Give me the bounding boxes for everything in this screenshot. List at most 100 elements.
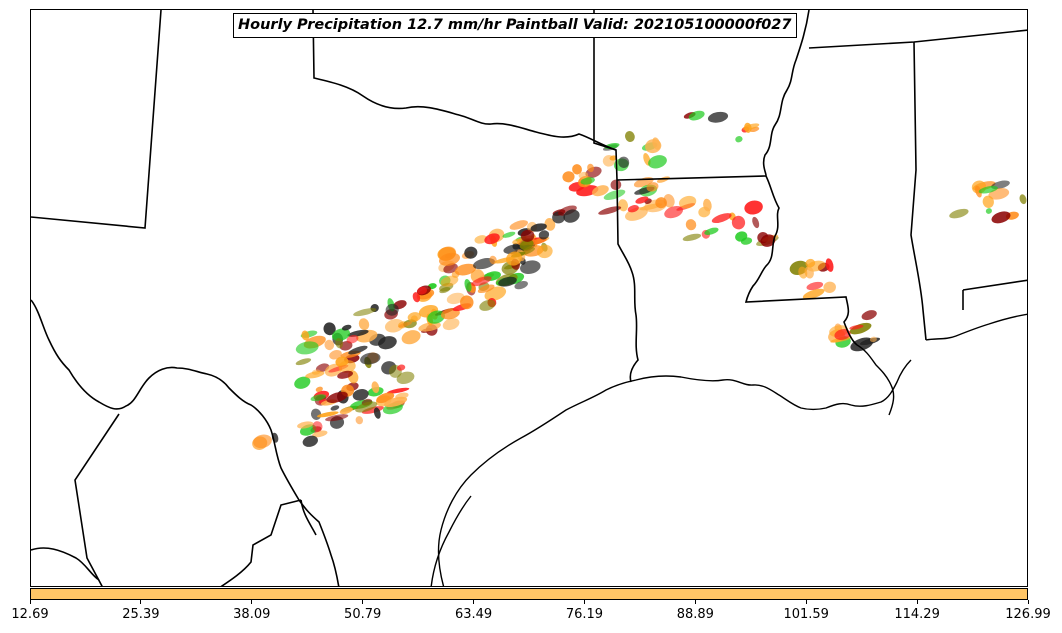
paintball-blob xyxy=(474,235,488,244)
paintball-blob xyxy=(353,308,377,317)
paintball-blob xyxy=(471,276,492,287)
paintball-blob xyxy=(587,163,595,173)
paintball-blob xyxy=(514,280,528,290)
paintball-blob xyxy=(735,231,748,242)
paintball-blob xyxy=(302,435,318,447)
paintball-blob xyxy=(802,288,825,300)
paintball-blob xyxy=(477,284,495,294)
paintball-blob xyxy=(949,208,969,219)
paintball-blob xyxy=(520,260,541,274)
paintball-blob xyxy=(731,215,746,230)
paintball-blob xyxy=(850,337,874,352)
paintball-blob xyxy=(352,389,369,401)
paintball-blob xyxy=(646,182,659,192)
paintball-blob xyxy=(682,233,702,242)
paintball-blob xyxy=(326,391,348,403)
paintball-blob xyxy=(338,360,356,373)
paintball-blob xyxy=(707,111,729,123)
paintball-blob xyxy=(335,338,344,349)
paintball-blob xyxy=(834,329,851,340)
paintball-blob xyxy=(849,322,872,335)
paintball-blob xyxy=(530,223,547,232)
barrier-island xyxy=(430,495,472,586)
map-panel xyxy=(30,9,1028,587)
colorbar-tick-label: 38.09 xyxy=(233,607,271,622)
paintball-blob xyxy=(598,206,622,215)
paintball-blob xyxy=(603,189,626,200)
paintball-blob xyxy=(744,200,763,215)
paintball-blob xyxy=(618,156,630,168)
paintball-blob xyxy=(985,208,992,214)
colorbar-tick-label: 76.19 xyxy=(565,607,604,622)
paintball-blob xyxy=(479,299,496,311)
paintball-blob xyxy=(358,318,370,331)
paintball-blob xyxy=(627,205,639,213)
paintball-blob xyxy=(427,310,445,324)
colorbar-ticks: 12.69 25.39 38.09 50.79 63.49 76.19 88.89 101.5… xyxy=(0,600,1062,633)
paintball-blob xyxy=(572,164,582,175)
paintball-blob xyxy=(735,136,743,143)
paintball-blob xyxy=(473,258,495,270)
colorbar-tick-label: 88.89 xyxy=(676,607,714,622)
ar-west-border xyxy=(593,10,618,181)
paintball-blob xyxy=(798,266,808,279)
paintball-blob xyxy=(685,219,697,231)
paintball-blob xyxy=(869,336,877,343)
paintball-blob xyxy=(752,216,760,229)
paintball-blob xyxy=(520,229,535,242)
paintball-blob xyxy=(562,171,575,183)
colorbar-tick-label: 101.59 xyxy=(783,607,829,622)
paintball-blob xyxy=(440,275,459,287)
paintball-blob xyxy=(502,231,516,238)
paintball-blob xyxy=(519,239,534,250)
paintball-blob xyxy=(355,401,378,413)
paintball-blob xyxy=(355,416,364,425)
paintball-blob xyxy=(396,364,406,371)
paintball-blob xyxy=(625,131,635,142)
paintball-blob xyxy=(823,281,836,294)
paintball-blob xyxy=(578,171,589,179)
paintball-blob xyxy=(978,185,998,194)
colorbar-tick-label: 25.39 xyxy=(122,607,160,622)
paintball-blob xyxy=(331,328,351,341)
paintball-blob xyxy=(494,256,515,264)
paintball-blob xyxy=(655,197,667,209)
paintball-blob xyxy=(536,244,553,259)
paintball-blob xyxy=(385,303,399,316)
paintball-blob xyxy=(361,406,384,414)
colorbar-tick-mark xyxy=(251,600,253,604)
map-title: Hourly Precipitation 12.7 mm/hr Paintbal… xyxy=(233,13,797,38)
ar-la-border xyxy=(616,175,767,181)
colorbar-tick-mark xyxy=(805,600,807,604)
precipitation-paintballs xyxy=(252,110,1027,450)
mexico-border-b xyxy=(74,413,120,586)
paintball-blob xyxy=(407,312,421,322)
mississippi-delta xyxy=(856,344,895,416)
colorbar-tick-label: 126.99 xyxy=(1005,607,1051,622)
state-borders xyxy=(31,10,1027,586)
paintball-blob xyxy=(678,195,697,209)
colorbar-tick-mark xyxy=(362,600,364,604)
map-canvas xyxy=(31,10,1027,586)
paintball-blob xyxy=(563,209,580,223)
paintball-blob xyxy=(310,394,327,402)
paintball-blob xyxy=(806,281,824,291)
nm-tx-border xyxy=(31,10,162,229)
paintball-blob xyxy=(348,345,368,355)
paintball-blob xyxy=(592,185,609,197)
colorbar-tick-mark xyxy=(140,600,142,604)
paintball-blob xyxy=(412,292,421,303)
paintball-blob xyxy=(580,177,595,185)
paintball-blob xyxy=(648,155,667,169)
paintball-blob xyxy=(464,279,472,292)
paintball-blob xyxy=(711,213,732,224)
paintball-blob xyxy=(982,195,994,208)
paintball-blob xyxy=(825,258,834,272)
paintball-blob xyxy=(609,155,617,161)
paintball-blob xyxy=(396,371,415,385)
paintball-blob xyxy=(460,295,474,310)
paintball-blob xyxy=(301,330,310,341)
paintball-blob xyxy=(315,386,323,392)
colorbar-tick-mark xyxy=(916,600,918,604)
paintball-blob xyxy=(294,376,311,389)
